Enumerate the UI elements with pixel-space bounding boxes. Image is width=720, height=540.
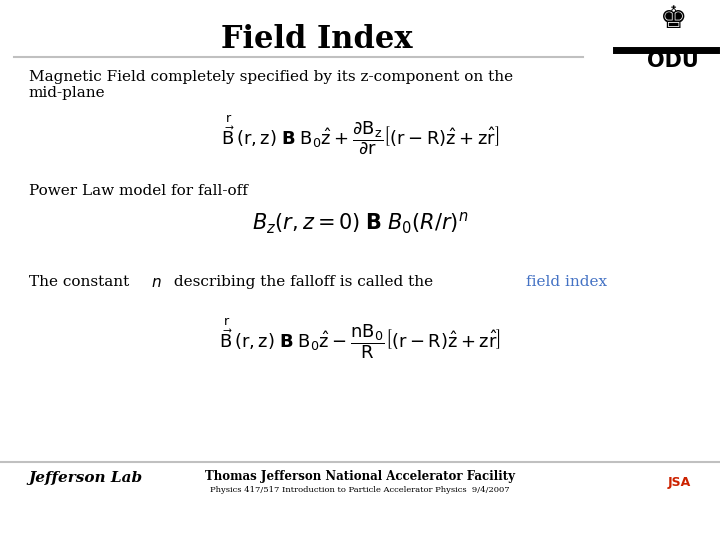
Text: Thomas Jefferson National Accelerator Facility: Thomas Jefferson National Accelerator Fa… [205,470,515,483]
Text: The constant: The constant [29,275,134,289]
Text: JSA: JSA [668,476,691,489]
Text: Magnetic Field completely specified by its z-component on the: Magnetic Field completely specified by i… [29,70,513,84]
Text: mid-plane: mid-plane [29,86,105,100]
Text: $n$: $n$ [151,275,162,291]
Text: $B_z\left(r,z=0\right)\;\mathbf{B}\;B_0\left(R/r\right)^n$: $B_z\left(r,z=0\right)\;\mathbf{B}\;B_0\… [252,211,468,236]
Text: Physics 417/517 Introduction to Particle Accelerator Physics  9/4/2007: Physics 417/517 Introduction to Particle… [210,486,510,494]
Text: Power Law model for fall-off: Power Law model for fall-off [29,184,248,198]
Text: ♚: ♚ [660,5,687,35]
Text: field index: field index [526,275,607,289]
Text: $\overset{\rm r}{\vec{B}}\,(r,z)\;\mathbf{B}\;B_0\hat{z} + \dfrac{\partial B_z}{: $\overset{\rm r}{\vec{B}}\,(r,z)\;\mathb… [221,113,499,157]
Text: Jefferson Lab: Jefferson Lab [29,471,143,485]
Text: Field Index: Field Index [221,24,413,55]
Text: $\overset{\rm r}{\vec{B}}\,(r,z)\;\mathbf{B}\;B_0\hat{z} - \dfrac{nB_0}{R}\left[: $\overset{\rm r}{\vec{B}}\,(r,z)\;\mathb… [219,316,501,361]
Text: ODU: ODU [647,51,699,71]
Text: describing the falloff is called the: describing the falloff is called the [169,275,438,289]
